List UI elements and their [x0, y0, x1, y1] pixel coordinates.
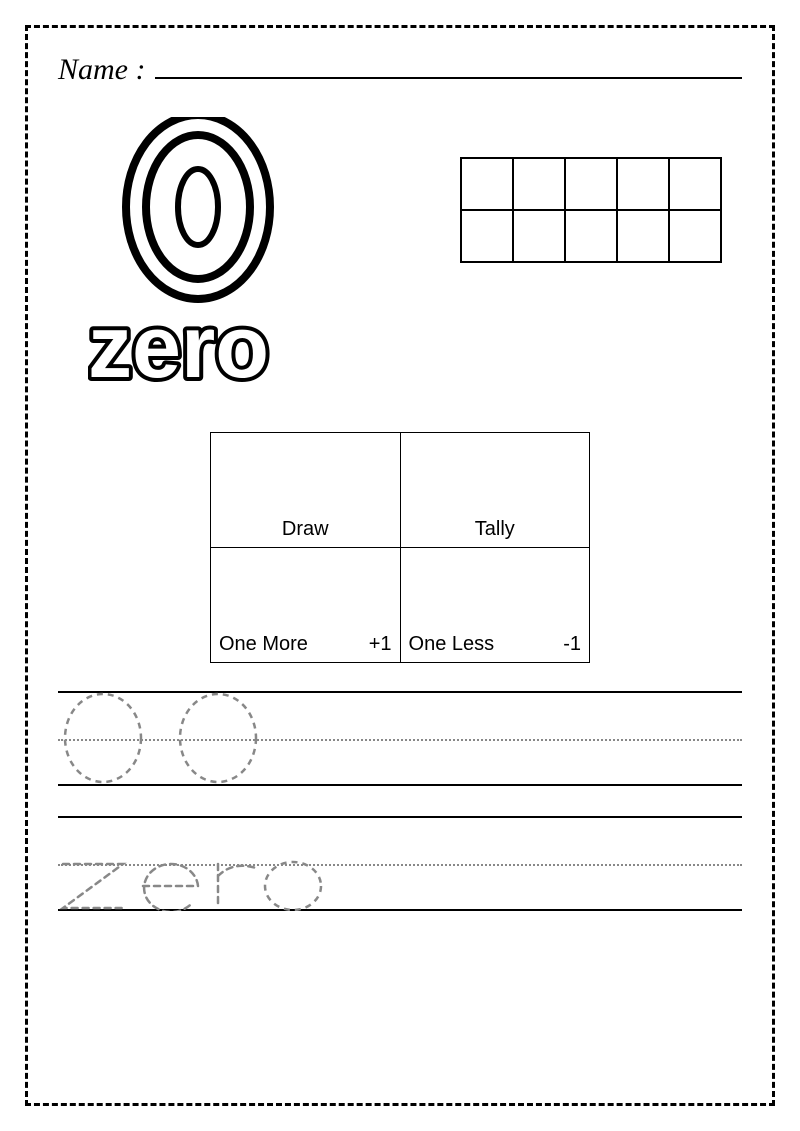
number-word-fill: zero: [88, 297, 269, 396]
trace-row-digits[interactable]: [58, 691, 742, 786]
number-word-graphic: zero zero: [88, 117, 348, 397]
four-square-grid[interactable]: Draw Tally One More +1: [210, 432, 590, 663]
trace-word-svg: [58, 816, 738, 911]
trace-row-word[interactable]: [58, 816, 742, 911]
cell-one-less-label: One Less: [409, 633, 495, 656]
worksheet-page: Name : zero zero: [0, 0, 800, 1131]
cell-one-more[interactable]: One More +1: [211, 548, 401, 663]
cell-one-less-op: -1: [563, 633, 581, 656]
cell-one-more-label: One More: [219, 633, 308, 656]
big-number-block: zero zero: [58, 117, 358, 402]
cell-one-less[interactable]: One Less -1: [400, 548, 589, 663]
cell-tally[interactable]: Tally: [400, 433, 589, 548]
cell-tally-label: Tally: [409, 518, 581, 541]
cell-draw[interactable]: Draw: [211, 433, 401, 548]
trace-digits-svg: [58, 691, 738, 786]
dashed-frame: Name : zero zero: [25, 25, 775, 1106]
name-label: Name :: [58, 53, 145, 87]
cell-draw-label: Draw: [219, 518, 392, 541]
top-section: zero zero: [58, 117, 742, 402]
handwriting-section: [58, 691, 742, 911]
ten-frame[interactable]: [460, 157, 722, 263]
name-input-line[interactable]: [155, 55, 742, 79]
name-row: Name :: [58, 53, 742, 87]
cell-one-more-op: +1: [369, 633, 392, 656]
